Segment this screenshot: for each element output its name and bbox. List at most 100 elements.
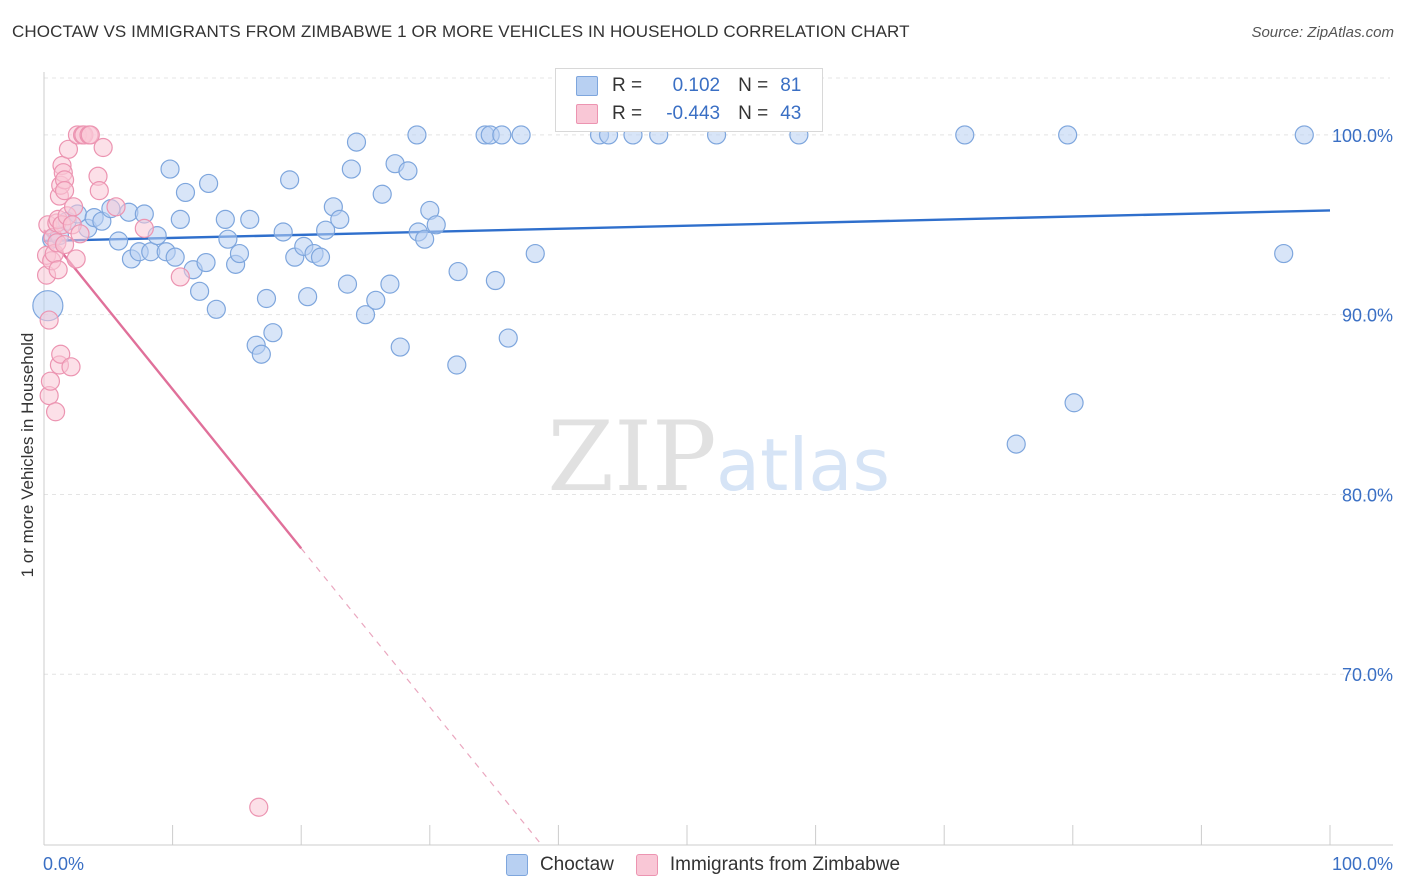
point-zimbabwe <box>51 344 71 364</box>
legend-n-label: N = <box>738 103 769 124</box>
point-choctaw <box>498 328 518 348</box>
point-choctaw <box>1058 125 1078 145</box>
series-legend-choctaw[interactable]: Choctaw <box>505 854 614 876</box>
point-zimbabwe <box>249 797 269 817</box>
point-zimbabwe <box>80 125 100 145</box>
y-tick-label: 90.0% <box>1342 306 1393 326</box>
point-choctaw <box>280 170 300 190</box>
watermark-zip: ZIP <box>547 401 716 513</box>
point-choctaw <box>1294 125 1314 145</box>
point-choctaw <box>341 159 361 179</box>
point-choctaw <box>199 173 219 194</box>
point-choctaw <box>372 184 392 204</box>
series-legend-zimbabwe[interactable]: Immigrants from Zimbabwe <box>635 854 901 876</box>
point-zimbabwe <box>170 267 190 287</box>
point-zimbabwe <box>93 137 113 158</box>
point-zimbabwe <box>45 402 66 422</box>
point-zimbabwe <box>48 260 68 280</box>
point-choctaw <box>492 125 512 145</box>
point-choctaw <box>447 355 467 375</box>
point-choctaw <box>415 229 435 249</box>
y-tick-label: 70.0% <box>1342 665 1393 685</box>
point-zimbabwe <box>54 181 75 201</box>
point-choctaw <box>310 247 331 267</box>
watermark-atlas: atlas <box>716 423 890 507</box>
trend-line-zimbabwe <box>43 229 303 550</box>
grid-lines <box>44 77 1390 675</box>
trend-lines <box>43 209 1331 846</box>
point-zimbabwe <box>58 139 79 159</box>
point-choctaw <box>190 281 210 301</box>
point-choctaw <box>525 243 545 264</box>
point-choctaw <box>256 288 277 309</box>
point-choctaw <box>170 209 190 230</box>
point-zimbabwe <box>54 234 75 255</box>
point-choctaw <box>390 337 410 357</box>
point-choctaw <box>398 161 418 181</box>
point-choctaw <box>407 125 427 145</box>
legend-row-choctaw: R = 0.102 N = 81 <box>576 73 801 99</box>
point-zimbabwe <box>39 310 59 330</box>
x-tick-label: 100.0% <box>1332 854 1393 874</box>
stats-legend: R = 0.102 N = 81 R = -0.443 N = 43 <box>555 68 823 132</box>
point-choctaw <box>511 125 531 145</box>
legend-swatch-zimbabwe <box>576 104 598 124</box>
y-axis-label: 1 or more Vehicles in Household <box>18 332 37 578</box>
point-choctaw <box>366 290 386 310</box>
point-choctaw <box>346 132 367 152</box>
point-choctaw <box>448 261 468 282</box>
legend-n-value: 43 <box>780 103 802 124</box>
point-zimbabwe <box>66 249 86 269</box>
series-swatch-choctaw <box>505 854 528 876</box>
point-zimbabwe <box>106 197 126 217</box>
point-choctaw <box>196 252 216 273</box>
point-choctaw <box>218 229 238 249</box>
trend-line-choctaw <box>43 209 1331 243</box>
point-choctaw <box>108 231 129 251</box>
series-label-choctaw: Choctaw <box>539 854 614 875</box>
point-choctaw <box>263 323 283 343</box>
series-label-zimbabwe: Immigrants from Zimbabwe <box>669 854 901 875</box>
point-choctaw <box>165 247 185 267</box>
legend-swatch-choctaw <box>576 76 598 96</box>
axes <box>43 72 1393 846</box>
point-choctaw <box>355 305 376 325</box>
legend-r-label: R = <box>612 75 643 96</box>
tick-labels: 70.0% 80.0% 90.0% 100.0% 0.0% 100.0% <box>43 126 1393 874</box>
point-choctaw <box>337 274 358 294</box>
series-legend: Choctaw Immigrants from Zimbabwe <box>0 852 1406 878</box>
point-choctaw <box>206 299 226 319</box>
legend-n-value: 81 <box>780 75 802 96</box>
point-choctaw <box>955 125 975 145</box>
legend-r-label: R = <box>612 103 643 124</box>
point-choctaw <box>1064 393 1084 413</box>
legend-n-label: N = <box>738 75 769 96</box>
point-choctaw <box>1006 434 1026 454</box>
point-zimbabwe <box>40 371 61 391</box>
point-choctaw <box>175 182 196 203</box>
legend-row-zimbabwe: R = -0.443 N = 43 <box>576 101 801 127</box>
legend-r-value: -0.443 <box>666 103 721 124</box>
point-choctaw <box>240 209 260 230</box>
point-choctaw <box>1274 243 1294 264</box>
series-swatch-zimbabwe <box>635 854 658 876</box>
watermark: ZIP atlas <box>547 401 890 513</box>
trend-line-zimbabwe-extension <box>300 548 543 846</box>
legend-r-value: 0.102 <box>672 75 721 96</box>
chart-title: CHOCTAW VS IMMIGRANTS FROM ZIMBABWE 1 OR… <box>12 22 910 41</box>
y-tick-label: 100.0% <box>1332 126 1393 146</box>
point-choctaw <box>426 215 446 235</box>
point-choctaw <box>251 344 271 364</box>
point-zimbabwe <box>63 197 84 217</box>
y-tick-label: 80.0% <box>1342 485 1393 505</box>
point-zimbabwe <box>70 224 90 244</box>
point-choctaw <box>273 222 293 242</box>
point-choctaw <box>316 220 336 240</box>
point-choctaw <box>380 274 400 294</box>
point-zimbabwe <box>89 181 109 201</box>
point-choctaw <box>215 209 235 230</box>
point-zimbabwe <box>61 357 81 377</box>
point-choctaw <box>330 209 350 230</box>
point-choctaw <box>229 243 250 264</box>
